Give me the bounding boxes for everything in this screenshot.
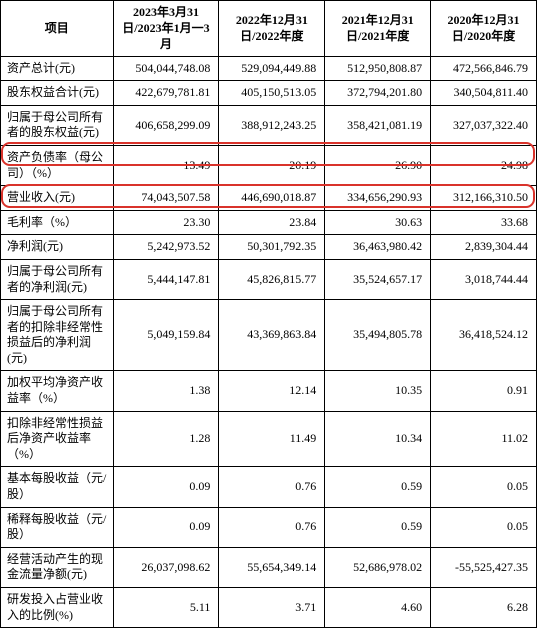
row-label: 归属于母公司所有者的股东权益(元) [1,105,114,145]
header-col-0: 2023年3月31日/2023年1月一3月 [113,1,219,57]
cell-value: 0.59 [325,507,431,547]
cell-value: 33.68 [431,210,537,235]
cell-value: 0.59 [325,467,431,507]
table-row: 归属于母公司所有者的净利润(元)5,444,147.8145,826,815.7… [1,259,537,299]
cell-value: 35,524,657.17 [325,259,431,299]
cell-value: 1.28 [113,411,219,467]
row-label: 资产负债率（母公司）（%） [1,145,114,185]
row-label: 净利润(元) [1,235,114,260]
cell-value: 24.98 [431,145,537,185]
table-row: 经营活动产生的现金流量净额(元)26,037,098.6255,654,349.… [1,547,537,587]
header-col-3: 2020年12月31日/2020年度 [431,1,537,57]
cell-value: 35,494,805.78 [325,300,431,371]
row-label: 毛利率（%） [1,210,114,235]
cell-value: 312,166,310.50 [431,186,537,211]
cell-value: 422,679,781.81 [113,81,219,106]
cell-value: 5,049,159.84 [113,300,219,371]
table-row: 归属于母公司所有者的扣除非经常性损益后的净利润(元)5,049,159.8443… [1,300,537,371]
cell-value: 74,043,507.58 [113,186,219,211]
cell-value: 0.91 [431,371,537,411]
cell-value: 0.05 [431,507,537,547]
cell-value: 0.05 [431,467,537,507]
cell-value: 45,826,815.77 [219,259,325,299]
cell-value: 372,794,201.80 [325,81,431,106]
cell-value: 26.90 [325,145,431,185]
cell-value: 0.09 [113,467,219,507]
cell-value: 0.09 [113,507,219,547]
financial-table-container: 项目2023年3月31日/2023年1月一3月2022年12月31日/2022年… [0,0,537,628]
cell-value: 446,690,018.87 [219,186,325,211]
table-row: 扣除非经常性损益后净资产收益率（%）1.2811.4910.3411.02 [1,411,537,467]
cell-value: 36,418,524.12 [431,300,537,371]
row-label: 基本每股收益（元/股） [1,467,114,507]
table-row: 营业收入(元)74,043,507.58446,690,018.87334,65… [1,186,537,211]
cell-value: 4.60 [325,588,431,628]
table-row: 归属于母公司所有者的股东权益(元)406,658,299.09388,912,2… [1,105,537,145]
cell-value: 512,950,808.87 [325,56,431,81]
cell-value: 30.63 [325,210,431,235]
cell-value: 12.14 [219,371,325,411]
header-col-2: 2021年12月31日/2021年度 [325,1,431,57]
cell-value: 334,656,290.93 [325,186,431,211]
row-label: 研发投入占营业收入的比例(%) [1,588,114,628]
table-row: 毛利率（%）23.3023.8430.6333.68 [1,210,537,235]
cell-value: 504,044,748.08 [113,56,219,81]
row-label: 稀释每股收益（元/股） [1,507,114,547]
cell-value: 5,242,973.52 [113,235,219,260]
cell-value: 10.35 [325,371,431,411]
cell-value: 23.30 [113,210,219,235]
cell-value: 358,421,081.19 [325,105,431,145]
cell-value: 10.34 [325,411,431,467]
cell-value: 3,018,744.44 [431,259,537,299]
row-label: 资产总计(元) [1,56,114,81]
row-label: 归属于母公司所有者的扣除非经常性损益后的净利润(元) [1,300,114,371]
cell-value: 529,094,449.88 [219,56,325,81]
cell-value: 26,037,098.62 [113,547,219,587]
cell-value: 2,839,304.44 [431,235,537,260]
row-label: 归属于母公司所有者的净利润(元) [1,259,114,299]
cell-value: 20.19 [219,145,325,185]
cell-value: 50,301,792.35 [219,235,325,260]
header-col-1: 2022年12月31日/2022年度 [219,1,325,57]
cell-value: 0.76 [219,507,325,547]
row-label: 经营活动产生的现金流量净额(元) [1,547,114,587]
cell-value: 472,566,846.79 [431,56,537,81]
cell-value: 6.28 [431,588,537,628]
cell-value: -55,525,427.35 [431,547,537,587]
cell-value: 405,150,513.05 [219,81,325,106]
table-row: 资产总计(元)504,044,748.08529,094,449.88512,9… [1,56,537,81]
cell-value: 406,658,299.09 [113,105,219,145]
cell-value: 388,912,243.25 [219,105,325,145]
row-label: 扣除非经常性损益后净资产收益率（%） [1,411,114,467]
row-label: 营业收入(元) [1,186,114,211]
cell-value: 11.49 [219,411,325,467]
table-row: 资产负债率（母公司）（%）13.4920.1926.9024.98 [1,145,537,185]
financial-table: 项目2023年3月31日/2023年1月一3月2022年12月31日/2022年… [0,0,537,628]
cell-value: 340,504,811.40 [431,81,537,106]
cell-value: 5.11 [113,588,219,628]
cell-value: 11.02 [431,411,537,467]
cell-value: 52,686,978.02 [325,547,431,587]
cell-value: 36,463,980.42 [325,235,431,260]
table-row: 基本每股收益（元/股）0.090.760.590.05 [1,467,537,507]
table-row: 净利润(元)5,242,973.5250,301,792.3536,463,98… [1,235,537,260]
table-row: 加权平均净资产收益率（%）1.3812.1410.350.91 [1,371,537,411]
cell-value: 13.49 [113,145,219,185]
row-label: 加权平均净资产收益率（%） [1,371,114,411]
table-row: 稀释每股收益（元/股）0.090.760.590.05 [1,507,537,547]
cell-value: 0.76 [219,467,325,507]
row-label: 股东权益合计(元) [1,81,114,106]
cell-value: 1.38 [113,371,219,411]
cell-value: 327,037,322.40 [431,105,537,145]
table-row: 股东权益合计(元)422,679,781.81405,150,513.05372… [1,81,537,106]
cell-value: 55,654,349.14 [219,547,325,587]
header-item: 项目 [1,1,114,57]
table-row: 研发投入占营业收入的比例(%)5.113.714.606.28 [1,588,537,628]
cell-value: 3.71 [219,588,325,628]
cell-value: 23.84 [219,210,325,235]
cell-value: 5,444,147.81 [113,259,219,299]
cell-value: 43,369,863.84 [219,300,325,371]
